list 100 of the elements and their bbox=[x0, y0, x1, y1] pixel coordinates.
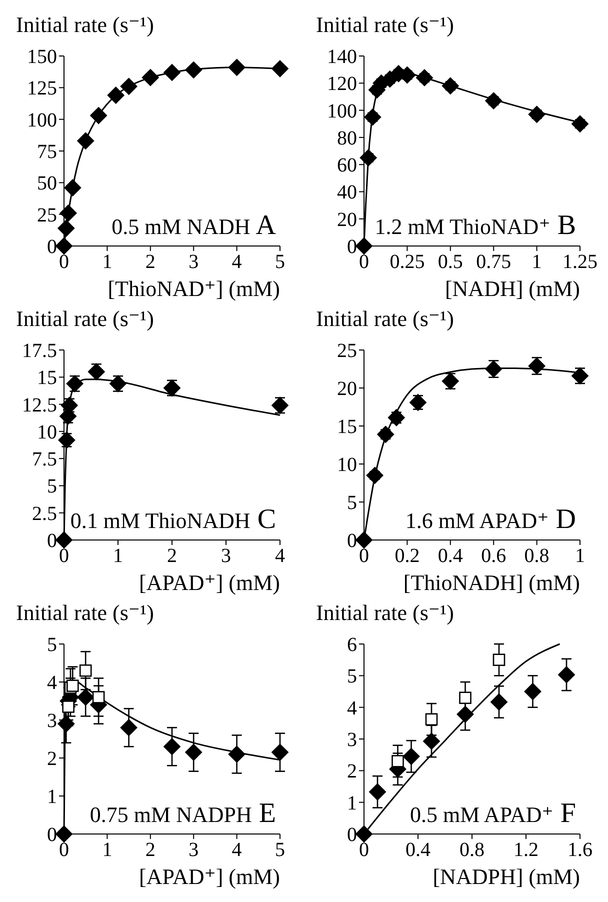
point bbox=[459, 692, 472, 704]
point bbox=[558, 666, 575, 684]
y-tick-label: 2.5 bbox=[32, 502, 57, 525]
point bbox=[56, 238, 72, 254]
point bbox=[228, 746, 246, 763]
point bbox=[360, 149, 377, 166]
point bbox=[425, 713, 438, 726]
y-tick-label: 25 bbox=[337, 340, 357, 362]
point bbox=[369, 783, 386, 800]
annotation: 0.5 mM APAD⁺ bbox=[410, 802, 554, 827]
point bbox=[528, 106, 546, 123]
point bbox=[164, 64, 180, 81]
y-tick-label: 60 bbox=[337, 154, 357, 177]
point bbox=[120, 78, 138, 95]
y-tick-label: 12.5 bbox=[22, 394, 57, 416]
x-tick-label: 4 bbox=[232, 839, 242, 861]
y-tick-label: 140 bbox=[327, 46, 357, 68]
y-tick-label: 20 bbox=[337, 208, 357, 231]
x-axis-title: [APAD⁺] (mM) bbox=[139, 570, 280, 595]
y-axis-title: Initial rate (s⁻¹) bbox=[316, 12, 454, 37]
x-tick-label: 2 bbox=[167, 545, 177, 567]
x-tick-label: 0.8 bbox=[524, 545, 550, 567]
y-tick-label: 4 bbox=[47, 672, 57, 694]
y-tick-label: 1 bbox=[47, 786, 57, 808]
point bbox=[490, 693, 508, 710]
annotation: E bbox=[252, 798, 276, 829]
point bbox=[356, 238, 372, 254]
annotation: F bbox=[553, 798, 576, 829]
point bbox=[356, 532, 372, 548]
y-tick-label: 2 bbox=[347, 760, 357, 783]
point bbox=[356, 826, 372, 842]
x-tick-label: 5 bbox=[275, 839, 285, 861]
x-axis-title: [ThioNADH] (mM) bbox=[403, 570, 580, 595]
x-tick-label: 1 bbox=[102, 251, 112, 273]
y-tick-label: 7.5 bbox=[32, 448, 57, 471]
x-tick-label: 4 bbox=[275, 545, 285, 567]
x-tick-label: 0.6 bbox=[481, 545, 506, 567]
x-axis-title: [ThioNAD⁺] (mM) bbox=[108, 276, 280, 301]
x-tick-label: 2 bbox=[145, 839, 156, 861]
y-axis-title: Initial rate (s⁻¹) bbox=[16, 12, 154, 37]
annotation: 0.1 mM ThioNADH bbox=[70, 508, 250, 533]
x-tick-label: 1 bbox=[102, 839, 112, 861]
x-tick-label: 1 bbox=[113, 545, 123, 567]
x-tick-label: 3 bbox=[221, 545, 231, 567]
point bbox=[524, 683, 542, 700]
annotation: 0.75 mM NADPH bbox=[90, 802, 252, 827]
x-tick-label: 5 bbox=[275, 251, 285, 273]
point bbox=[90, 107, 108, 124]
y-tick-label: 6 bbox=[347, 634, 357, 656]
point bbox=[64, 179, 82, 196]
point bbox=[416, 69, 433, 86]
x-axis-title: [APAD⁺] (mM) bbox=[139, 864, 280, 889]
point bbox=[185, 744, 202, 761]
annotation: 1.2 mM ThioNAD⁺ bbox=[374, 214, 550, 239]
point bbox=[572, 115, 588, 132]
point bbox=[77, 132, 94, 150]
x-tick-label: 4 bbox=[232, 251, 242, 273]
point bbox=[142, 69, 159, 86]
point bbox=[485, 92, 502, 110]
point bbox=[56, 532, 72, 548]
point bbox=[58, 432, 76, 449]
y-tick-label: 0 bbox=[47, 530, 57, 552]
x-tick-label: 0.4 bbox=[406, 839, 430, 861]
y-tick-label: 1 bbox=[347, 792, 357, 814]
point bbox=[377, 426, 394, 443]
point bbox=[60, 204, 77, 222]
point bbox=[402, 748, 420, 765]
y-tick-label: 0 bbox=[47, 824, 57, 846]
x-tick-label: 0.75 bbox=[476, 251, 512, 273]
point bbox=[92, 691, 105, 704]
point bbox=[388, 409, 405, 426]
y-tick-label: 2 bbox=[47, 748, 57, 770]
point bbox=[164, 738, 180, 756]
y-tick-label: 0 bbox=[347, 236, 357, 258]
point bbox=[58, 220, 75, 237]
x-tick-label: 0.2 bbox=[394, 545, 420, 567]
point bbox=[366, 466, 384, 484]
y-axis-title: Initial rate (s⁻¹) bbox=[16, 306, 154, 331]
x-tick-label: 3 bbox=[188, 251, 199, 273]
x-tick-label: 0.4 bbox=[438, 545, 463, 567]
point bbox=[272, 744, 288, 761]
y-tick-label: 17.5 bbox=[22, 340, 57, 362]
point bbox=[272, 60, 288, 78]
point bbox=[423, 732, 440, 750]
x-tick-label: 1.6 bbox=[568, 839, 592, 861]
point bbox=[107, 86, 124, 104]
x-axis-title: [NADPH] (mM) bbox=[432, 864, 580, 889]
x-axis-title: [NADH] (mM) bbox=[444, 276, 580, 301]
y-axis-title: Initial rate (s⁻¹) bbox=[16, 600, 154, 625]
x-tick-label: 1 bbox=[532, 251, 542, 273]
x-tick-label: 1 bbox=[575, 545, 585, 567]
y-tick-label: 25 bbox=[37, 204, 57, 226]
annotation: 1.6 mM APAD⁺ bbox=[405, 508, 549, 533]
y-tick-label: 3 bbox=[347, 729, 357, 751]
y-tick-label: 0 bbox=[347, 824, 357, 846]
point bbox=[185, 61, 202, 78]
point bbox=[442, 372, 459, 390]
y-tick-label: 5 bbox=[347, 666, 357, 688]
point bbox=[442, 77, 459, 94]
x-tick-label: 0.25 bbox=[390, 251, 425, 273]
